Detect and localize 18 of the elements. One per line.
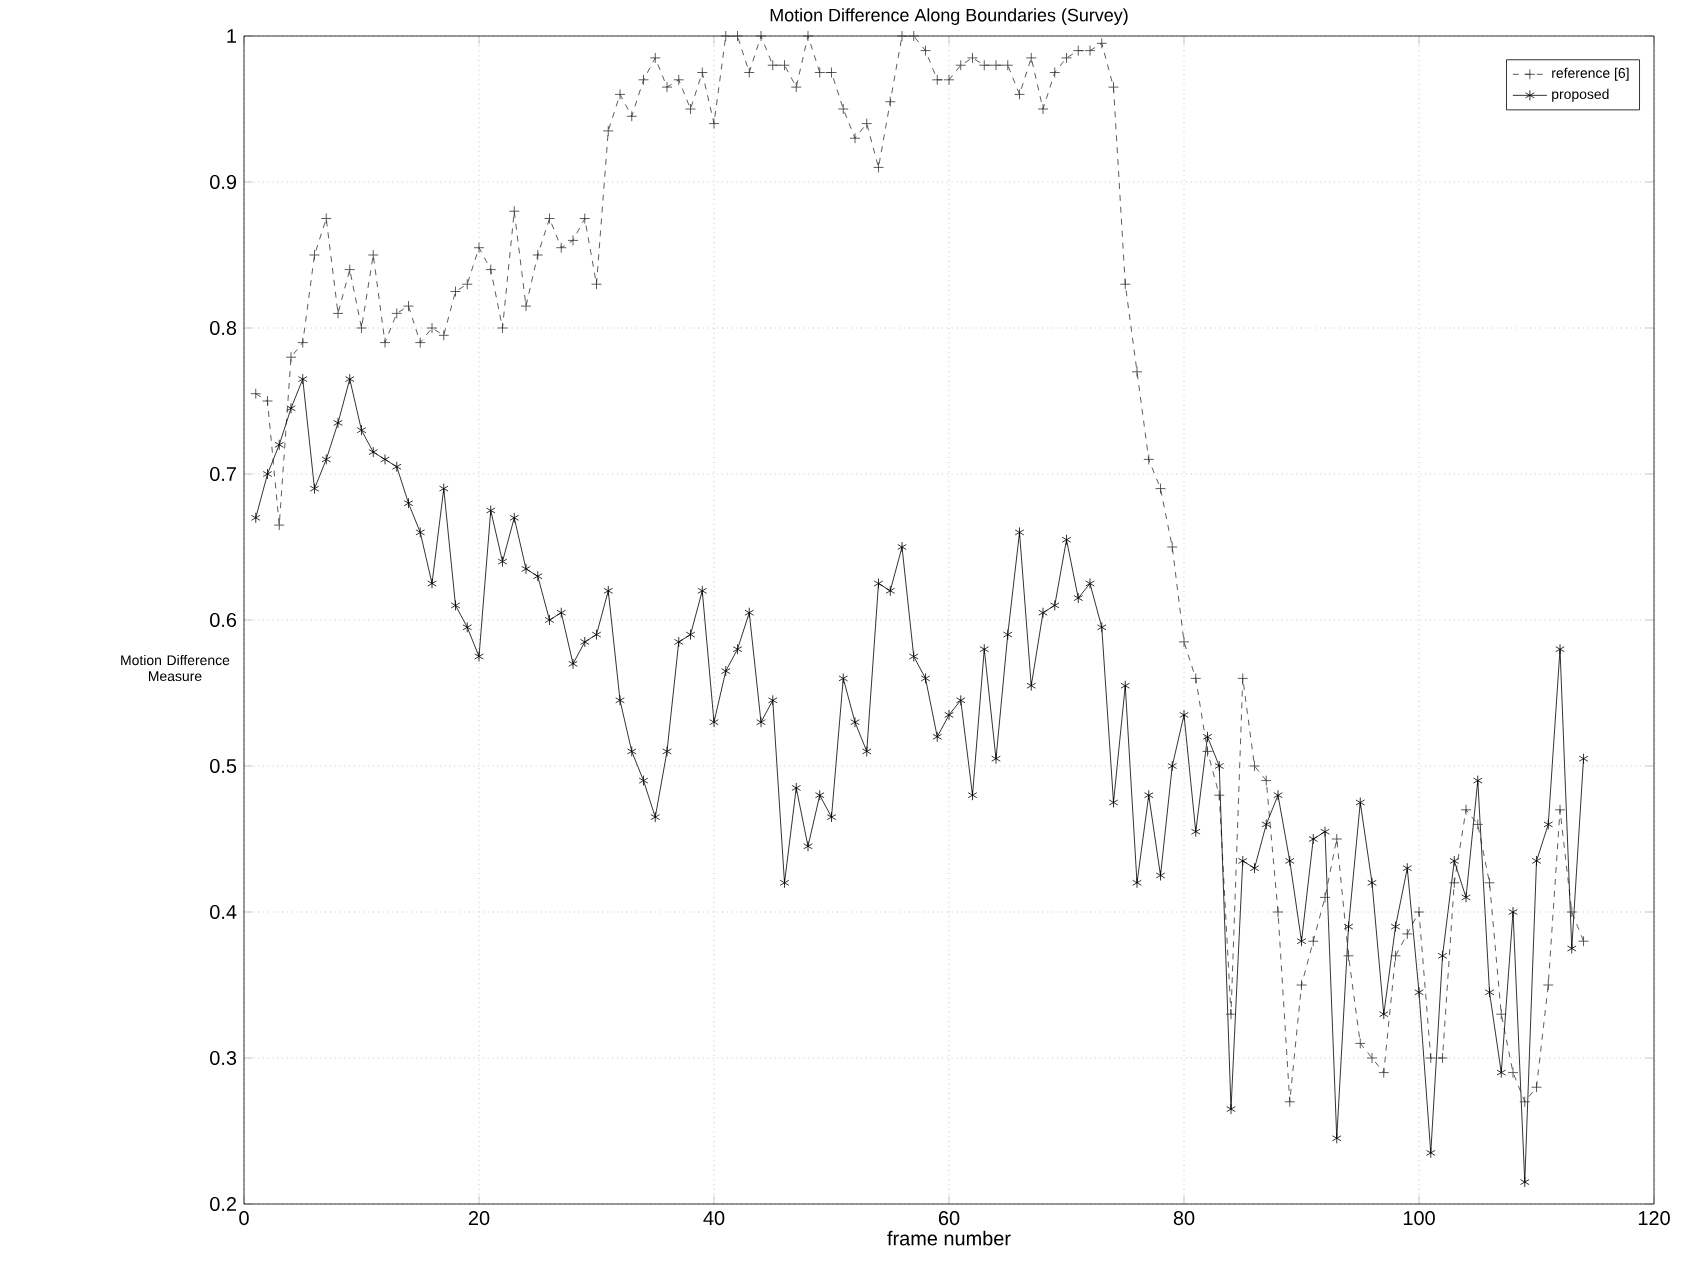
y-tick-label: 0.5 [210,758,237,774]
y-tick-label: 0.4 [210,904,237,920]
x-tick-label: 60 [938,1211,960,1226]
y-tick-label: 0.2 [210,1196,236,1212]
y-tick-label: 1 [227,29,236,43]
y-tick-label: 0.6 [210,612,237,628]
y-tick-label: 0.9 [210,174,237,190]
x-tick-label: 100 [1403,1211,1435,1226]
x-tick-label: 120 [1638,1211,1670,1226]
x-axis-title: frame number [887,1230,1011,1246]
y-tick-label: 0.7 [210,466,236,482]
x-tick-label: 40 [703,1211,725,1226]
x-tick-label: 20 [468,1211,490,1226]
y-tick-label: 0.3 [210,1050,237,1066]
x-tick-label: 80 [1173,1211,1195,1226]
chart-title: Motion Difference Along Boundaries (Survey) [770,8,1128,25]
y-tick-label: 0.8 [210,320,237,336]
x-tick-label: 0 [239,1211,249,1226]
